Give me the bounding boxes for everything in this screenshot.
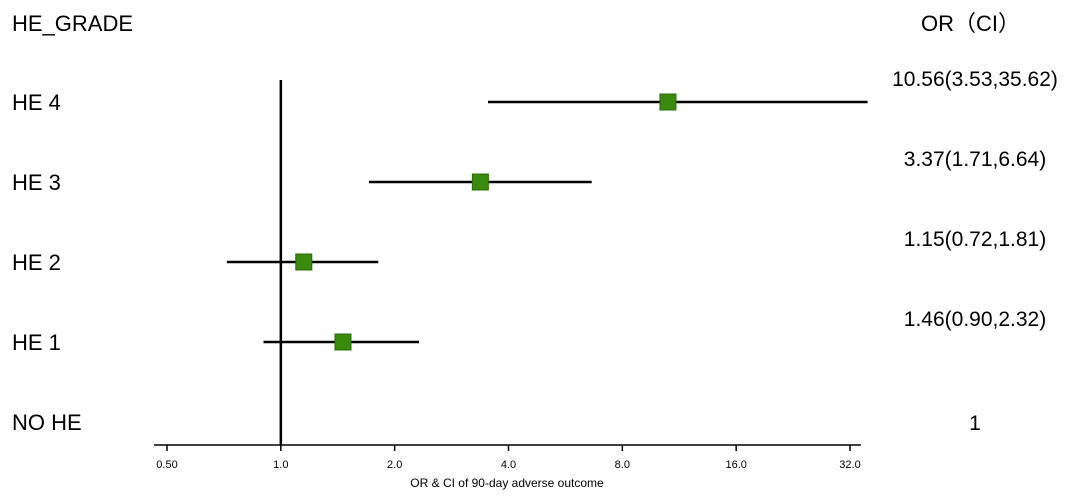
x-tick-label: 16.0 <box>725 459 746 471</box>
or-ci-label: 3.37(1.71,6.64) <box>904 148 1046 171</box>
or-point <box>334 333 352 351</box>
x-tick-label: 4.0 <box>501 459 516 471</box>
row-label: NO HE <box>12 410 82 435</box>
or-ci-label: 10.56(3.53,35.62) <box>892 68 1058 91</box>
x-tick-label: 0.50 <box>156 459 177 471</box>
x-tick-label: 32.0 <box>839 459 860 471</box>
or-point <box>659 93 677 111</box>
x-axis: 0.50 1.0 2.0 4.0 8.0 16.0 32.0 <box>154 444 861 471</box>
x-tick-label: 2.0 <box>387 459 402 471</box>
x-axis-title: OR & CI of 90-day adverse outcome <box>410 476 604 490</box>
or-ci-label: 1.15(0.72,1.81) <box>904 228 1046 251</box>
or-point <box>471 173 489 191</box>
row-header: HE_GRADE <box>12 11 133 36</box>
x-tick-label: 8.0 <box>615 459 630 471</box>
or-ci-label: 1.46(0.90,2.32) <box>904 308 1046 331</box>
row-label: HE 3 <box>12 170 61 195</box>
or-point <box>295 253 313 271</box>
row-label: HE 2 <box>12 250 61 275</box>
row-label: HE 4 <box>12 90 61 115</box>
row-label: HE 1 <box>12 330 61 355</box>
rows-layer: HE 4 10.56(3.53,35.62) HE 3 3.37(1.71,6.64)… <box>12 68 1058 445</box>
x-tick-label: 1.0 <box>273 459 288 471</box>
or-ci-label: 1 <box>969 412 981 435</box>
or-header: OR（CI） <box>921 11 1020 36</box>
